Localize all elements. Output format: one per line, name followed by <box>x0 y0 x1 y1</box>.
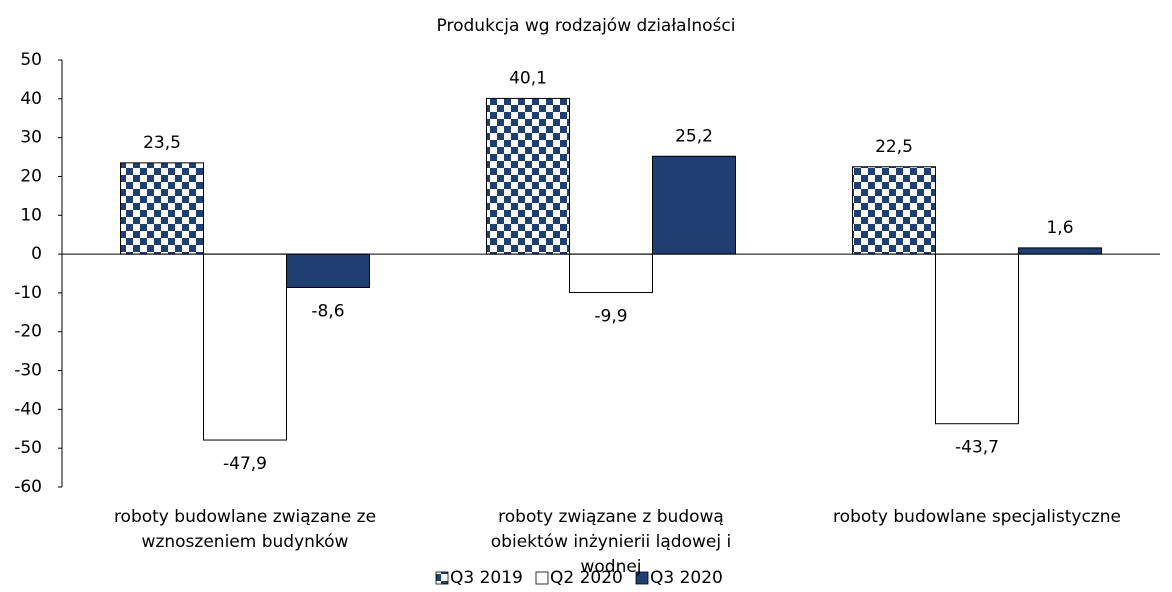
bar <box>203 253 287 441</box>
bar <box>486 97 570 255</box>
x-tick-label: roboty budowlane związane ze wznoszeniem… <box>113 507 377 552</box>
bar <box>1018 247 1102 255</box>
y-tick-label: 10 <box>20 205 42 225</box>
y-tick-label: -10 <box>14 283 42 303</box>
y-tick-label: 50 <box>20 50 42 70</box>
data-label: 40,1 <box>509 68 547 88</box>
data-label: -43,7 <box>955 438 999 458</box>
data-label: 23,5 <box>143 133 181 153</box>
y-tick-label: 0 <box>31 244 42 264</box>
legend-label: Q3 2019 <box>450 568 523 588</box>
chart-title: Produkcja wg rodzajów działalności <box>437 16 736 36</box>
x-tick-label: roboty budowlane specjalistyczne <box>833 507 1121 527</box>
y-tick-label: -30 <box>14 361 42 381</box>
data-label: -9,9 <box>594 307 627 327</box>
data-label: 22,5 <box>875 137 913 157</box>
legend-swatch <box>535 571 549 585</box>
bar <box>852 166 936 255</box>
data-label: 25,2 <box>675 126 713 146</box>
legend-swatch <box>635 571 649 585</box>
x-tick-label: roboty związane z budową obiektów inżyni… <box>490 507 732 577</box>
data-label: -47,9 <box>223 454 267 474</box>
bar <box>935 253 1019 425</box>
legend-label: Q3 2020 <box>650 568 723 588</box>
legend-swatch <box>435 571 449 585</box>
bar <box>652 155 736 255</box>
bar <box>569 253 653 294</box>
bar <box>286 253 370 288</box>
y-tick-label: -40 <box>14 399 42 419</box>
bar <box>120 162 204 255</box>
data-label: 1,6 <box>1046 218 1073 238</box>
y-tick-label: -50 <box>14 438 42 458</box>
y-tick-label: -20 <box>14 322 42 342</box>
y-tick-label: 40 <box>20 89 42 109</box>
data-label: -8,6 <box>311 301 344 321</box>
y-tick-label: 20 <box>20 166 42 186</box>
y-tick-label: -60 <box>14 477 42 497</box>
legend-label: Q2 2020 <box>550 568 623 588</box>
y-tick-label: 30 <box>20 128 42 148</box>
